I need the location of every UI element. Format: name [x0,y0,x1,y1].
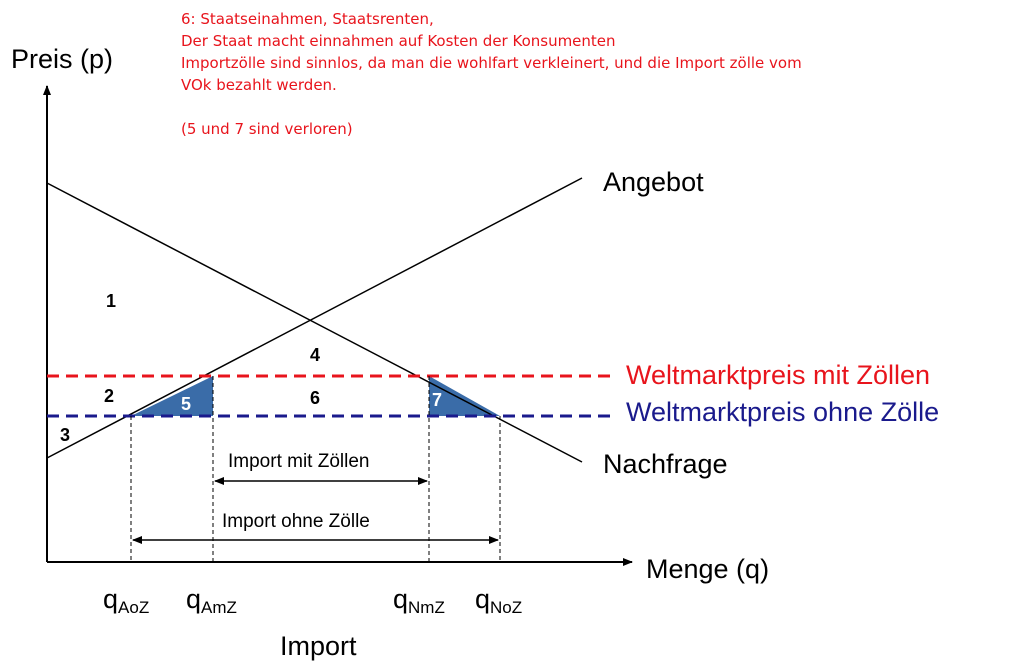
loss-area-7 [429,376,500,416]
tick-label-q-noz: qNoZ [475,584,522,617]
tick-label-q-nmz: qNmZ [393,584,445,617]
demand-label: Nachfrage [603,449,728,479]
area-label-1: 1 [106,291,116,311]
tick-label-q-amz: qAmZ [186,584,237,617]
annotation-line: Der Staat macht einnahmen auf Kosten der… [181,32,616,50]
annotation-line: 6: Staatseinahmen, Staatsrenten, [181,10,434,28]
import-label: Import [280,631,357,661]
annotation-line: VOk bezahlt werden. [181,76,337,94]
annotation-line: (5 und 7 sind verloren) [181,120,353,138]
annotation-note: 6: Staatseinahmen, Staatsrenten, Der Sta… [181,8,802,140]
x-axis-label: Menge (q) [646,554,769,584]
area-label-7: 7 [432,390,442,410]
area-label-6: 6 [310,388,320,408]
import-without-tariff-label: Import ohne Zölle [222,511,370,532]
tick-label-q-aoz: qAoZ [103,584,149,617]
area-label-5: 5 [181,394,191,414]
import-with-tariff-label: Import mit Zöllen [228,451,369,472]
supply-curve [46,177,583,459]
price-label-with-tariff: Weltmarktpreis mit Zöllen [626,360,930,390]
area-label-4: 4 [310,345,320,365]
loss-area-5 [131,376,213,416]
y-axis-label: Preis (p) [11,44,113,74]
area-label-2: 2 [104,386,114,406]
demand-curve [46,182,583,463]
annotation-line: Importzölle sind sinnlos, da man die woh… [181,54,802,72]
price-label-without-tariff: Weltmarktpreis ohne Zölle [626,397,939,427]
supply-label: Angebot [603,167,704,197]
area-label-3: 3 [60,425,70,445]
